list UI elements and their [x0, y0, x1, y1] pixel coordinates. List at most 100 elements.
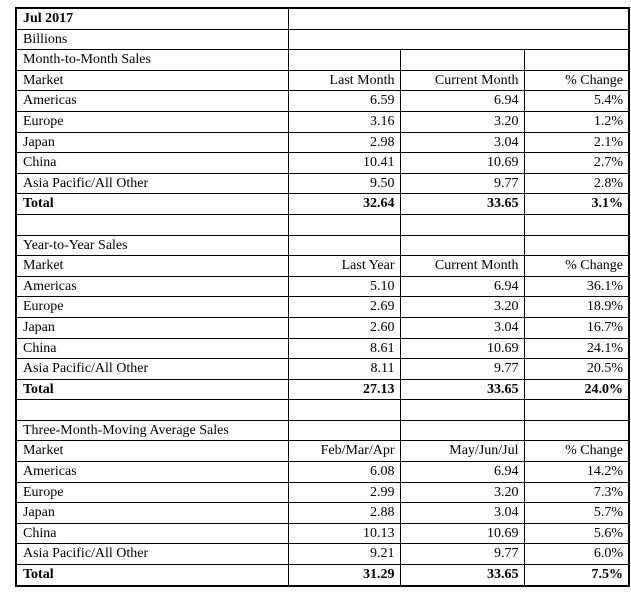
data-row: Japan 2.98 3.04 2.1%: [15, 131, 630, 154]
total-row-cell-3: 3.1%: [523, 193, 630, 215]
total-row: Total 27.13 33.65 24.0%: [15, 378, 630, 401]
data-row-cell-1: 2.98: [287, 131, 401, 154]
report-unit: Billions: [15, 28, 289, 51]
data-row-cell-1: 6.59: [287, 90, 401, 112]
total-row-cell-2: 33.65: [399, 564, 525, 587]
data-row-cell-3: 5.6%: [523, 522, 630, 545]
total-row-cell-3: 7.5%: [523, 564, 630, 587]
section-title-row: Three-Month-Moving Average Sales: [15, 419, 630, 442]
column-header-row-cell-1: Last Month: [287, 69, 401, 92]
data-row: Asia Pacific/All Other 9.21 9.77 6.0%: [15, 543, 630, 566]
column-header-row: Market Feb/Mar/Apr May/Jun/Jul% Change: [15, 440, 630, 463]
spacer-row: [15, 213, 630, 236]
data-row: Europe 3.16 3.20 1.2%: [15, 110, 630, 133]
data-row-cell-1: 8.11: [287, 358, 401, 380]
column-header-row-cell-1: Feb/Mar/Apr: [287, 440, 401, 463]
data-row-cell-2: 10.69: [399, 337, 525, 360]
section-title-empty-cell-3: [523, 49, 630, 71]
section-title-empty-cell-3: [523, 234, 630, 257]
data-row-cell-1: 10.41: [287, 152, 401, 174]
column-header-row-cell-1: Last Year: [287, 255, 401, 277]
spacer-row: [15, 399, 630, 421]
total-row-cell-1: 32.64: [287, 193, 401, 215]
data-row-cell-2: 10.69: [399, 522, 525, 545]
data-row: China 8.61 10.69 24.1%: [15, 337, 630, 360]
data-row-cell-1: 5.10: [287, 275, 401, 298]
data-row-cell-2: 6.94: [399, 90, 525, 112]
total-row: Total 32.64 33.65 3.1%: [15, 193, 630, 215]
column-header-row-cell-3: % Change: [523, 69, 630, 92]
section-title: Month-to-Month Sales: [15, 49, 289, 71]
data-row-cell-2: 3.20: [399, 481, 525, 504]
spacer-row-cell-0: [15, 213, 289, 236]
column-header-row-cell-0: Market: [15, 440, 289, 463]
data-row-cell-0: Americas: [15, 461, 289, 483]
data-row-cell-3: 5.7%: [523, 502, 630, 524]
spacer-row-cell-1: [287, 213, 401, 236]
data-row-cell-0: Japan: [15, 316, 289, 339]
report-title-row: Jul 2017: [15, 7, 630, 30]
report-unit-row: Billions: [15, 28, 630, 51]
data-row-cell-2: 3.20: [399, 296, 525, 318]
section-title-empty-cell-2: [399, 234, 525, 257]
section-title: Year-to-Year Sales: [15, 234, 289, 257]
data-row: Japan 2.88 3.04 5.7%: [15, 502, 630, 524]
data-row-cell-0: Europe: [15, 296, 289, 318]
column-header-row-cell-3: % Change: [523, 440, 630, 463]
section-title-empty-cell-1: [287, 234, 401, 257]
data-row-cell-2: 9.77: [399, 358, 525, 380]
sales-table: Jul 2017 Billions Month-to-Month Sales Ma…: [15, 7, 631, 587]
section-title-empty-cell-2: [399, 419, 525, 442]
data-row: China 10.41 10.69 2.7%: [15, 152, 630, 174]
data-row-cell-2: 3.04: [399, 316, 525, 339]
data-row: Europe 2.99 3.20 7.3%: [15, 481, 630, 504]
section-title-row: Year-to-Year Sales: [15, 234, 630, 257]
data-row-cell-1: 6.08: [287, 461, 401, 483]
data-row: Americas 6.08 6.94 14.2%: [15, 461, 630, 483]
data-row-cell-1: 10.13: [287, 522, 401, 545]
sales-table-body: Jul 2017 Billions Month-to-Month Sales Ma…: [15, 7, 630, 587]
total-row: Total 31.29 33.65 7.5%: [15, 564, 630, 587]
total-row-cell-0: Total: [15, 564, 289, 587]
data-row-cell-0: Europe: [15, 481, 289, 504]
data-row-cell-2: 3.04: [399, 502, 525, 524]
spacer-row-cell-2: [399, 213, 525, 236]
data-row-cell-1: 2.99: [287, 481, 401, 504]
data-row-cell-0: Japan: [15, 131, 289, 154]
data-row-cell-3: 20.5%: [523, 358, 630, 380]
data-row-cell-2: 10.69: [399, 152, 525, 174]
total-row-cell-3: 24.0%: [523, 378, 630, 401]
total-row-cell-2: 33.65: [399, 193, 525, 215]
data-row-cell-2: 9.77: [399, 543, 525, 566]
data-row-cell-0: Asia Pacific/All Other: [15, 358, 289, 380]
data-row: China 10.13 10.69 5.6%: [15, 522, 630, 545]
section-title-empty-cell-1: [287, 419, 401, 442]
data-row-cell-1: 9.50: [287, 172, 401, 195]
data-row-cell-0: Europe: [15, 110, 289, 133]
data-row-cell-0: Asia Pacific/All Other: [15, 172, 289, 195]
data-row-cell-1: 2.88: [287, 502, 401, 524]
data-row-cell-1: 2.60: [287, 316, 401, 339]
total-row-cell-2: 33.65: [399, 378, 525, 401]
section-title-empty-cell-1: [287, 49, 401, 71]
column-header-row-cell-2: Current Month: [399, 69, 525, 92]
column-header-row-cell-2: May/Jun/Jul: [399, 440, 525, 463]
data-row-cell-2: 3.20: [399, 110, 525, 133]
data-row-cell-3: 24.1%: [523, 337, 630, 360]
section-title: Three-Month-Moving Average Sales: [15, 419, 289, 442]
data-row-cell-3: 2.1%: [523, 131, 630, 154]
data-row-cell-2: 9.77: [399, 172, 525, 195]
data-row: Europe 2.69 3.20 18.9%: [15, 296, 630, 318]
section-title-empty-cell-3: [523, 419, 630, 442]
data-row: Japan 2.60 3.04 16.7%: [15, 316, 630, 339]
data-row-cell-0: China: [15, 337, 289, 360]
data-row-cell-0: Americas: [15, 275, 289, 298]
data-row-cell-1: 3.16: [287, 110, 401, 133]
data-row-cell-3: 7.3%: [523, 481, 630, 504]
data-row-cell-1: 2.69: [287, 296, 401, 318]
data-row: Asia Pacific/All Other 9.50 9.77 2.8%: [15, 172, 630, 195]
spacer-row-cell-3: [523, 213, 630, 236]
report-unit-empty-cell: [287, 28, 630, 51]
data-row-cell-0: China: [15, 152, 289, 174]
